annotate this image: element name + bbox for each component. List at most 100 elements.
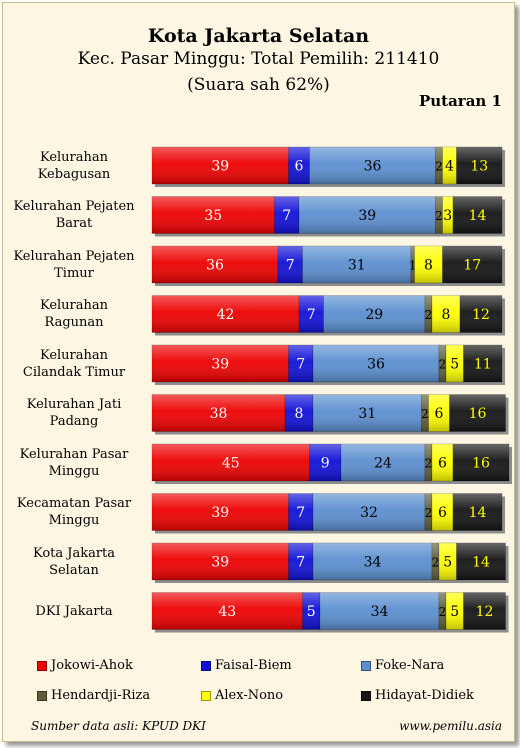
bar-segment-shading — [278, 246, 303, 283]
category-label: Kelurahan Kebagusan — [3, 149, 145, 183]
bar-segment-shading — [432, 493, 453, 531]
legend-swatch — [201, 690, 211, 701]
bar-segment-shading — [152, 196, 275, 234]
category-label: Kelurahan Pejaten Barat — [3, 198, 145, 232]
bar-segment-shading — [152, 543, 289, 580]
category-label: Kelurahan Pejaten Timur — [3, 248, 145, 282]
data-label: 14 — [472, 555, 490, 571]
legend-swatch — [201, 660, 211, 671]
bar-segment-shading — [320, 592, 439, 630]
bar-segment-shading — [313, 394, 422, 432]
data-label: 8 — [424, 258, 433, 274]
bar-segment-shading — [456, 543, 506, 580]
category-label-line: Kelurahan Jati — [26, 397, 122, 412]
data-label: 7 — [286, 258, 295, 274]
bar-segment-shading — [302, 246, 411, 283]
legend-item: Hidayat-Didiek — [361, 688, 474, 703]
data-label: 7 — [282, 208, 291, 224]
category-label-line: Barat — [55, 216, 93, 231]
data-label: 14 — [469, 505, 487, 521]
bar-segment-shading — [439, 345, 446, 382]
legend-item: Foke-Nara — [361, 658, 444, 673]
data-label: 34 — [364, 555, 382, 571]
bar-segment-shading — [411, 246, 415, 283]
data-label: 7 — [296, 505, 305, 521]
data-label: 34 — [371, 604, 389, 620]
bar-segment-shading — [309, 147, 436, 184]
bar-segment-shading — [460, 295, 502, 333]
bar-segment-shading — [288, 543, 313, 580]
data-label: 43 — [218, 604, 236, 620]
data-label: 2 — [432, 556, 440, 570]
legend-label: Hidayat-Didiek — [375, 688, 474, 703]
bar-segment-shading — [425, 444, 432, 481]
bar-segment-shading — [446, 345, 464, 382]
legend-label: Alex-Nono — [215, 688, 284, 703]
legend-label: Jokowi-Ahok — [51, 658, 133, 673]
data-label: 9 — [321, 456, 330, 472]
bar-segment-shading — [152, 444, 310, 481]
data-label: 12 — [476, 604, 494, 620]
data-label: 39 — [358, 208, 376, 224]
data-label: 6 — [438, 505, 447, 521]
data-label: 35 — [204, 208, 222, 224]
data-label: 5 — [450, 604, 459, 620]
legend-label: Foke-Nara — [375, 658, 445, 673]
data-label: 39 — [211, 159, 229, 175]
bar-segment-shading — [421, 394, 429, 432]
data-label: 2 — [425, 457, 433, 471]
data-label: 5 — [450, 357, 459, 373]
bar-segment-shading — [313, 493, 425, 531]
chart-subtitle-valid-votes: (Suara sah 62%) — [187, 75, 330, 95]
category-label-line: Kelurahan Pejaten — [13, 248, 135, 264]
data-label: 29 — [365, 307, 383, 323]
legend-item: Hendardji-Riza — [37, 688, 150, 703]
data-label: 2 — [439, 605, 447, 619]
bar-segment-shading — [152, 394, 285, 432]
data-label: 6 — [435, 406, 444, 422]
category-label-line: DKI Jakarta — [35, 603, 113, 619]
data-label: 8 — [295, 406, 304, 422]
data-label: 1 — [409, 259, 417, 273]
category-label-line: Cilandak Timur — [22, 364, 126, 380]
legend-label: Hendardji-Riza — [51, 688, 151, 703]
round-label: Putaran 1 — [418, 92, 502, 110]
bar-segment-shading — [453, 444, 509, 481]
data-label: 6 — [438, 456, 447, 472]
bar-segment-shading — [309, 444, 341, 481]
category-label-line: Padang — [49, 414, 99, 429]
bar-segment-shading — [442, 246, 502, 283]
data-label: 2 — [425, 506, 433, 520]
bar-segment-shading — [432, 543, 439, 580]
category-label-line: Kelurahan — [39, 298, 109, 313]
bar-segment-shading — [323, 295, 425, 333]
category-label: Kota Jakarta Selatan — [3, 545, 145, 579]
data-label: 2 — [439, 358, 447, 372]
data-label: 17 — [463, 258, 481, 274]
data-label: 45 — [222, 456, 240, 472]
data-label: 6 — [295, 159, 304, 175]
bar-segment-shading — [288, 345, 313, 382]
legend-item: Jokowi-Ahok — [37, 658, 133, 673]
category-label-line: Kebagusan — [37, 166, 111, 182]
bar-segment-shading — [432, 295, 460, 333]
category-label: Kelurahan Cilandak Timur — [3, 347, 145, 381]
bar-segment-shading — [152, 295, 299, 333]
bar-segment-shading — [428, 394, 450, 432]
category-label: Kelurahan Ragunan — [3, 297, 145, 331]
data-label: 2 — [435, 209, 443, 223]
data-label: 7 — [296, 555, 305, 571]
data-label: 16 — [469, 406, 487, 422]
bar-segment-shading — [435, 147, 443, 184]
data-label: 7 — [307, 307, 316, 323]
data-label: 39 — [211, 505, 229, 521]
chart-subtitle: Kec. Pasar Minggu: Total Pemilih: 211410 — [77, 49, 440, 69]
category-label-line: Kelurahan — [39, 149, 109, 165]
legend-label: Faisal-Biem — [215, 658, 292, 673]
bar-segment-shading — [341, 444, 425, 481]
bar-segment-shading — [463, 592, 506, 630]
data-label: 11 — [474, 357, 492, 373]
bar-segment-shading — [446, 592, 464, 630]
bar-segment-shading — [313, 345, 439, 382]
